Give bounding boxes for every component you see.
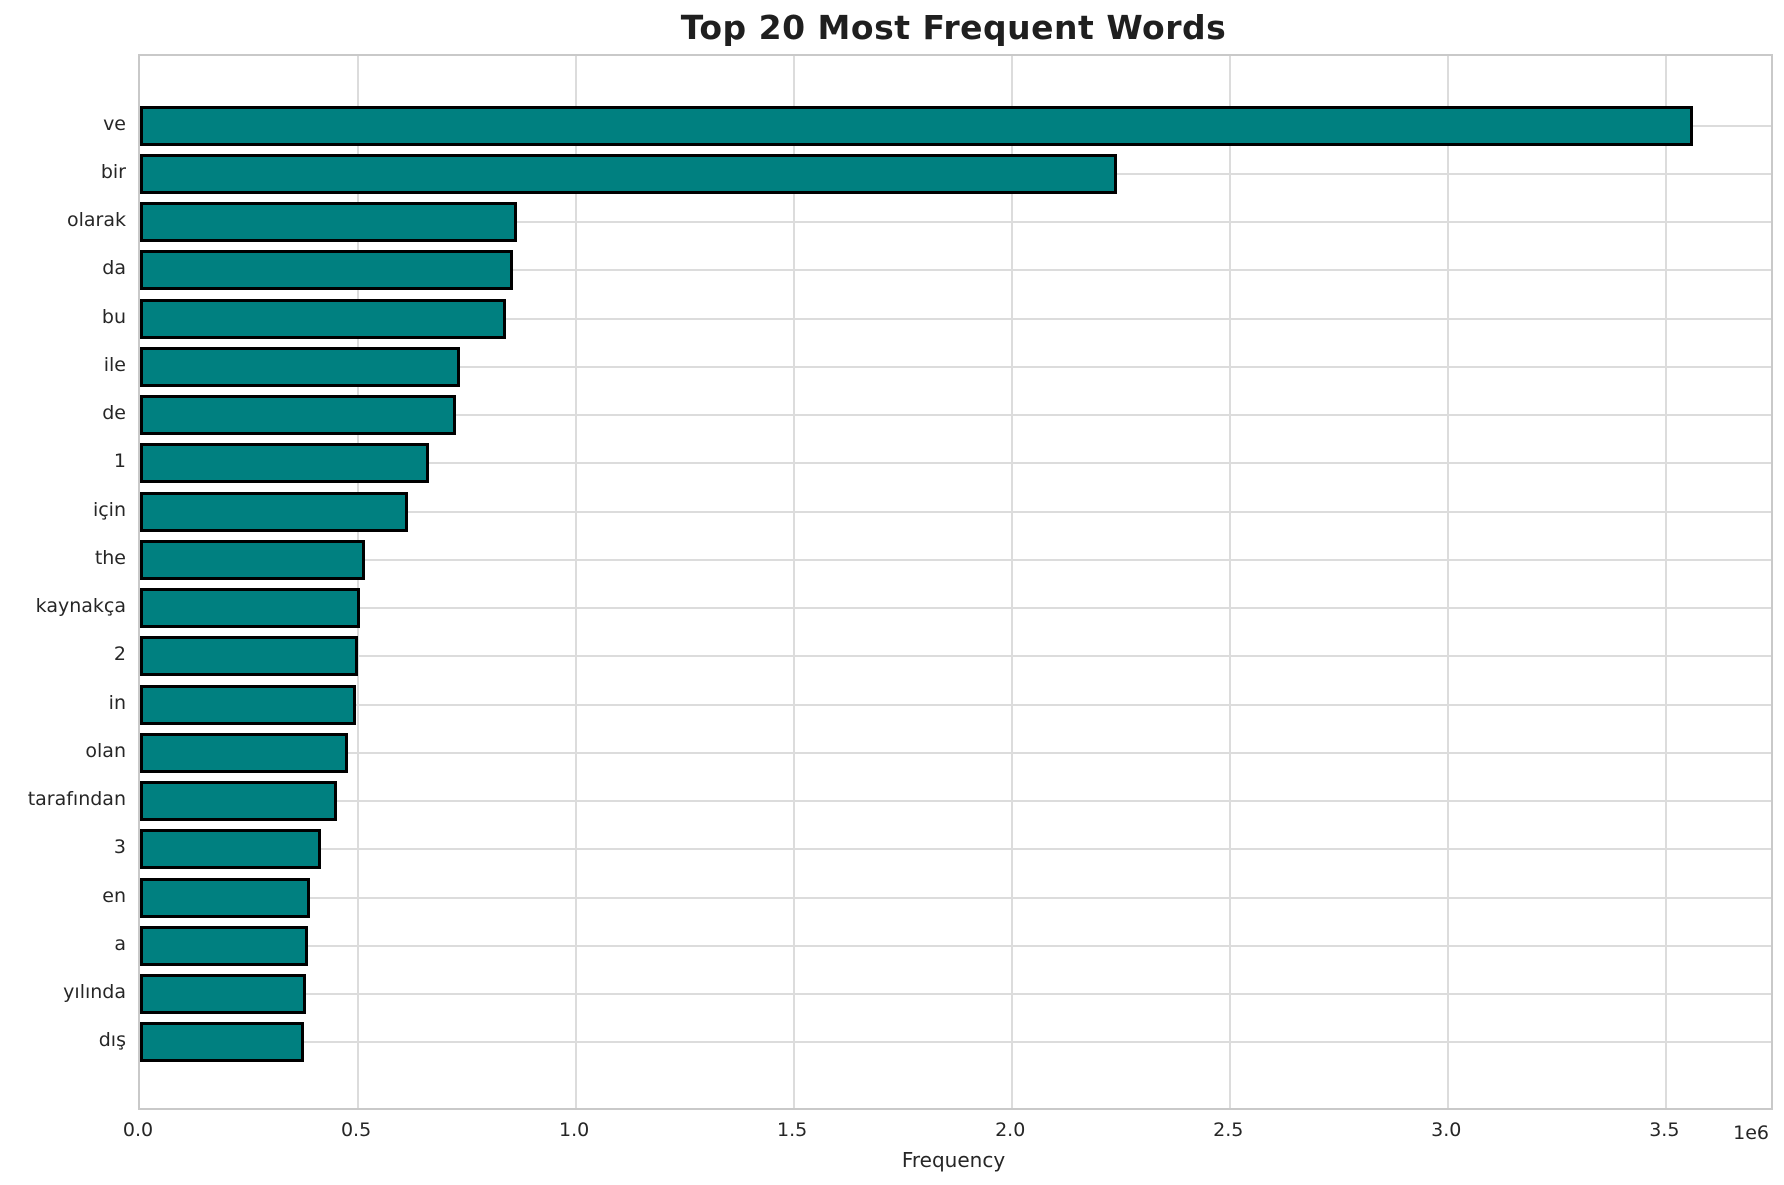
bar-da bbox=[140, 250, 513, 291]
gridline-vertical bbox=[1665, 56, 1668, 1108]
bar-bir bbox=[140, 153, 1117, 194]
bar-bu bbox=[140, 298, 507, 339]
gridline-horizontal bbox=[140, 655, 1771, 658]
x-tick-label-2.5: 2.5 bbox=[1213, 1119, 1244, 1141]
bar-için bbox=[140, 491, 409, 532]
gridline-horizontal bbox=[140, 510, 1771, 513]
gridline-vertical bbox=[1229, 56, 1232, 1108]
bar-olan bbox=[140, 732, 348, 773]
y-tick-label-de: de bbox=[102, 402, 126, 424]
x-axis-title: Frequency bbox=[901, 1148, 1006, 1172]
y-tick-label-da: da bbox=[102, 257, 126, 280]
gridline-horizontal bbox=[140, 317, 1771, 320]
bar-olarak bbox=[140, 202, 518, 242]
y-tick-label-2: 2 bbox=[113, 643, 126, 666]
gridline-horizontal bbox=[140, 944, 1771, 947]
chart-title: Top 20 Most Frequent Words bbox=[680, 8, 1227, 47]
bar-ile bbox=[140, 346, 460, 387]
gridline-vertical bbox=[357, 56, 360, 1108]
y-tick-label-en: en bbox=[102, 884, 126, 907]
gridline-vertical bbox=[793, 56, 796, 1108]
gridline-horizontal bbox=[140, 607, 1771, 609]
y-tick-label-olarak: olarak bbox=[66, 209, 126, 231]
bar-1 bbox=[140, 443, 430, 484]
gridline-vertical bbox=[1011, 56, 1014, 1108]
gridline-horizontal bbox=[140, 221, 1771, 223]
x-tick-label-0.0: 0.0 bbox=[122, 1119, 154, 1141]
x-tick-label-2.0: 2.0 bbox=[995, 1119, 1026, 1141]
y-tick-label-kaynakça: kaynakça bbox=[35, 595, 126, 617]
y-tick-label-dış: dış bbox=[98, 1029, 126, 1052]
y-tick-label-in: in bbox=[108, 691, 126, 714]
y-tick-label-olan: olan bbox=[85, 739, 126, 762]
y-tick-label-bir: bir bbox=[100, 160, 126, 183]
bar-tarafından bbox=[140, 781, 337, 821]
gridline-horizontal bbox=[140, 558, 1771, 561]
gridline-horizontal bbox=[140, 414, 1771, 416]
gridline-horizontal bbox=[140, 703, 1771, 706]
gridline-horizontal bbox=[140, 751, 1771, 754]
y-tick-label-ile: ile bbox=[103, 353, 126, 376]
x-tick-label-3.0: 3.0 bbox=[1431, 1119, 1462, 1141]
bar-2 bbox=[140, 636, 359, 677]
y-tick-label-için: için bbox=[92, 498, 126, 521]
bar-3 bbox=[140, 829, 321, 870]
y-tick-label-the: the bbox=[94, 546, 126, 569]
bar-a bbox=[140, 925, 309, 966]
bar-dış bbox=[140, 1022, 304, 1063]
y-tick-label-1: 1 bbox=[113, 450, 126, 473]
y-tick-label-bu: bu bbox=[101, 305, 126, 328]
axis-offset-multiplier: 1e6 bbox=[1733, 1122, 1769, 1144]
gridline-horizontal bbox=[140, 269, 1771, 272]
gridline-horizontal bbox=[140, 896, 1771, 899]
y-tick-label-a: a bbox=[114, 932, 126, 955]
bar-kaynakça bbox=[140, 588, 361, 628]
x-tick-label-1.5: 1.5 bbox=[777, 1119, 808, 1141]
gridline-vertical bbox=[575, 56, 578, 1108]
bar-en bbox=[140, 877, 311, 918]
y-tick-label-3: 3 bbox=[113, 836, 126, 859]
bar-the bbox=[140, 539, 365, 580]
bar-yılında bbox=[140, 974, 307, 1014]
bar-ve bbox=[140, 105, 1693, 146]
gridline-horizontal bbox=[140, 1041, 1771, 1044]
x-tick-label-3.5: 3.5 bbox=[1649, 1119, 1680, 1141]
gridline-horizontal bbox=[140, 800, 1771, 802]
gridline-horizontal bbox=[140, 462, 1771, 465]
gridline-horizontal bbox=[140, 993, 1771, 995]
y-tick-label-yılında: yılında bbox=[63, 981, 126, 1003]
x-tick-label-1.0: 1.0 bbox=[558, 1119, 590, 1141]
gridline-horizontal bbox=[140, 365, 1771, 368]
x-tick-label-0.5: 0.5 bbox=[340, 1119, 372, 1141]
plot-area bbox=[138, 54, 1773, 1110]
bar-in bbox=[140, 684, 356, 725]
gridline-horizontal bbox=[140, 848, 1771, 851]
y-tick-label-ve: ve bbox=[103, 112, 126, 135]
bar-de bbox=[140, 395, 457, 435]
y-tick-label-tarafından: tarafından bbox=[27, 788, 126, 810]
gridline-vertical bbox=[1447, 56, 1450, 1108]
